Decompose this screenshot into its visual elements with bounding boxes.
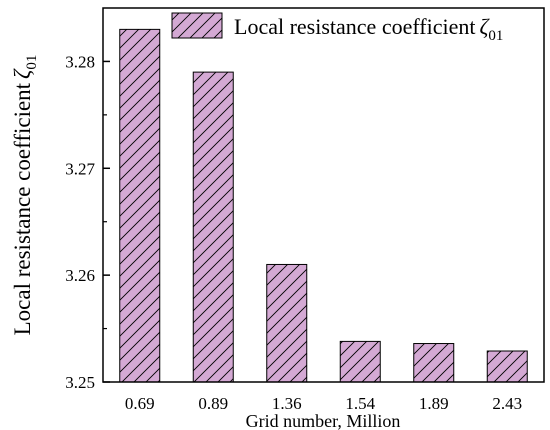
bar-0.69 — [119, 28, 161, 383]
legend-swatch — [171, 12, 223, 39]
bar-1.54 — [339, 340, 381, 383]
bar-2.43 — [486, 350, 528, 383]
y-tick-label: 3.25 — [65, 373, 95, 392]
y-axis-label-subscript: 01 — [24, 55, 40, 70]
x-tick-label: 2.43 — [492, 394, 522, 413]
x-tick-label: 1.89 — [419, 394, 449, 413]
plot-frame — [102, 7, 545, 383]
bar-0.89 — [192, 71, 234, 383]
y-tick-label: 3.28 — [65, 52, 95, 71]
y-axis-label-main: Local resistance coefficient — [10, 82, 35, 335]
y-tick-label: 3.26 — [65, 266, 95, 285]
x-tick-label: 0.69 — [125, 394, 155, 413]
x-tick-label: 1.36 — [272, 394, 302, 413]
legend-label-main: Local resistance coefficient — [234, 14, 475, 39]
y-axis-label-symbol: ζ — [10, 68, 35, 79]
x-axis-label: Grid number, Million — [246, 411, 401, 430]
bar-1.89 — [413, 343, 455, 383]
bars-layer — [119, 28, 528, 383]
y-axis: 3.25 3.26 3.27 3.28 — [65, 52, 110, 392]
legend-label-subscript: 01 — [488, 28, 503, 44]
legend-label: Local resistance coefficient ζ01 — [234, 14, 503, 44]
y-axis-label-text: Local resistance coefficient ζ01 — [10, 55, 40, 336]
y-tick-label: 3.27 — [65, 159, 95, 178]
x-tick-label: 0.89 — [198, 394, 228, 413]
bar-1.36 — [266, 263, 308, 383]
x-tick-label: 1.54 — [345, 394, 375, 413]
legend: Local resistance coefficient ζ01 — [171, 12, 503, 44]
y-axis-label: Local resistance coefficient ζ01 — [10, 55, 40, 336]
legend-label-symbol: ζ — [479, 14, 490, 39]
x-axis: 0.69 0.89 1.36 1.54 1.89 2.43 — [125, 394, 522, 413]
